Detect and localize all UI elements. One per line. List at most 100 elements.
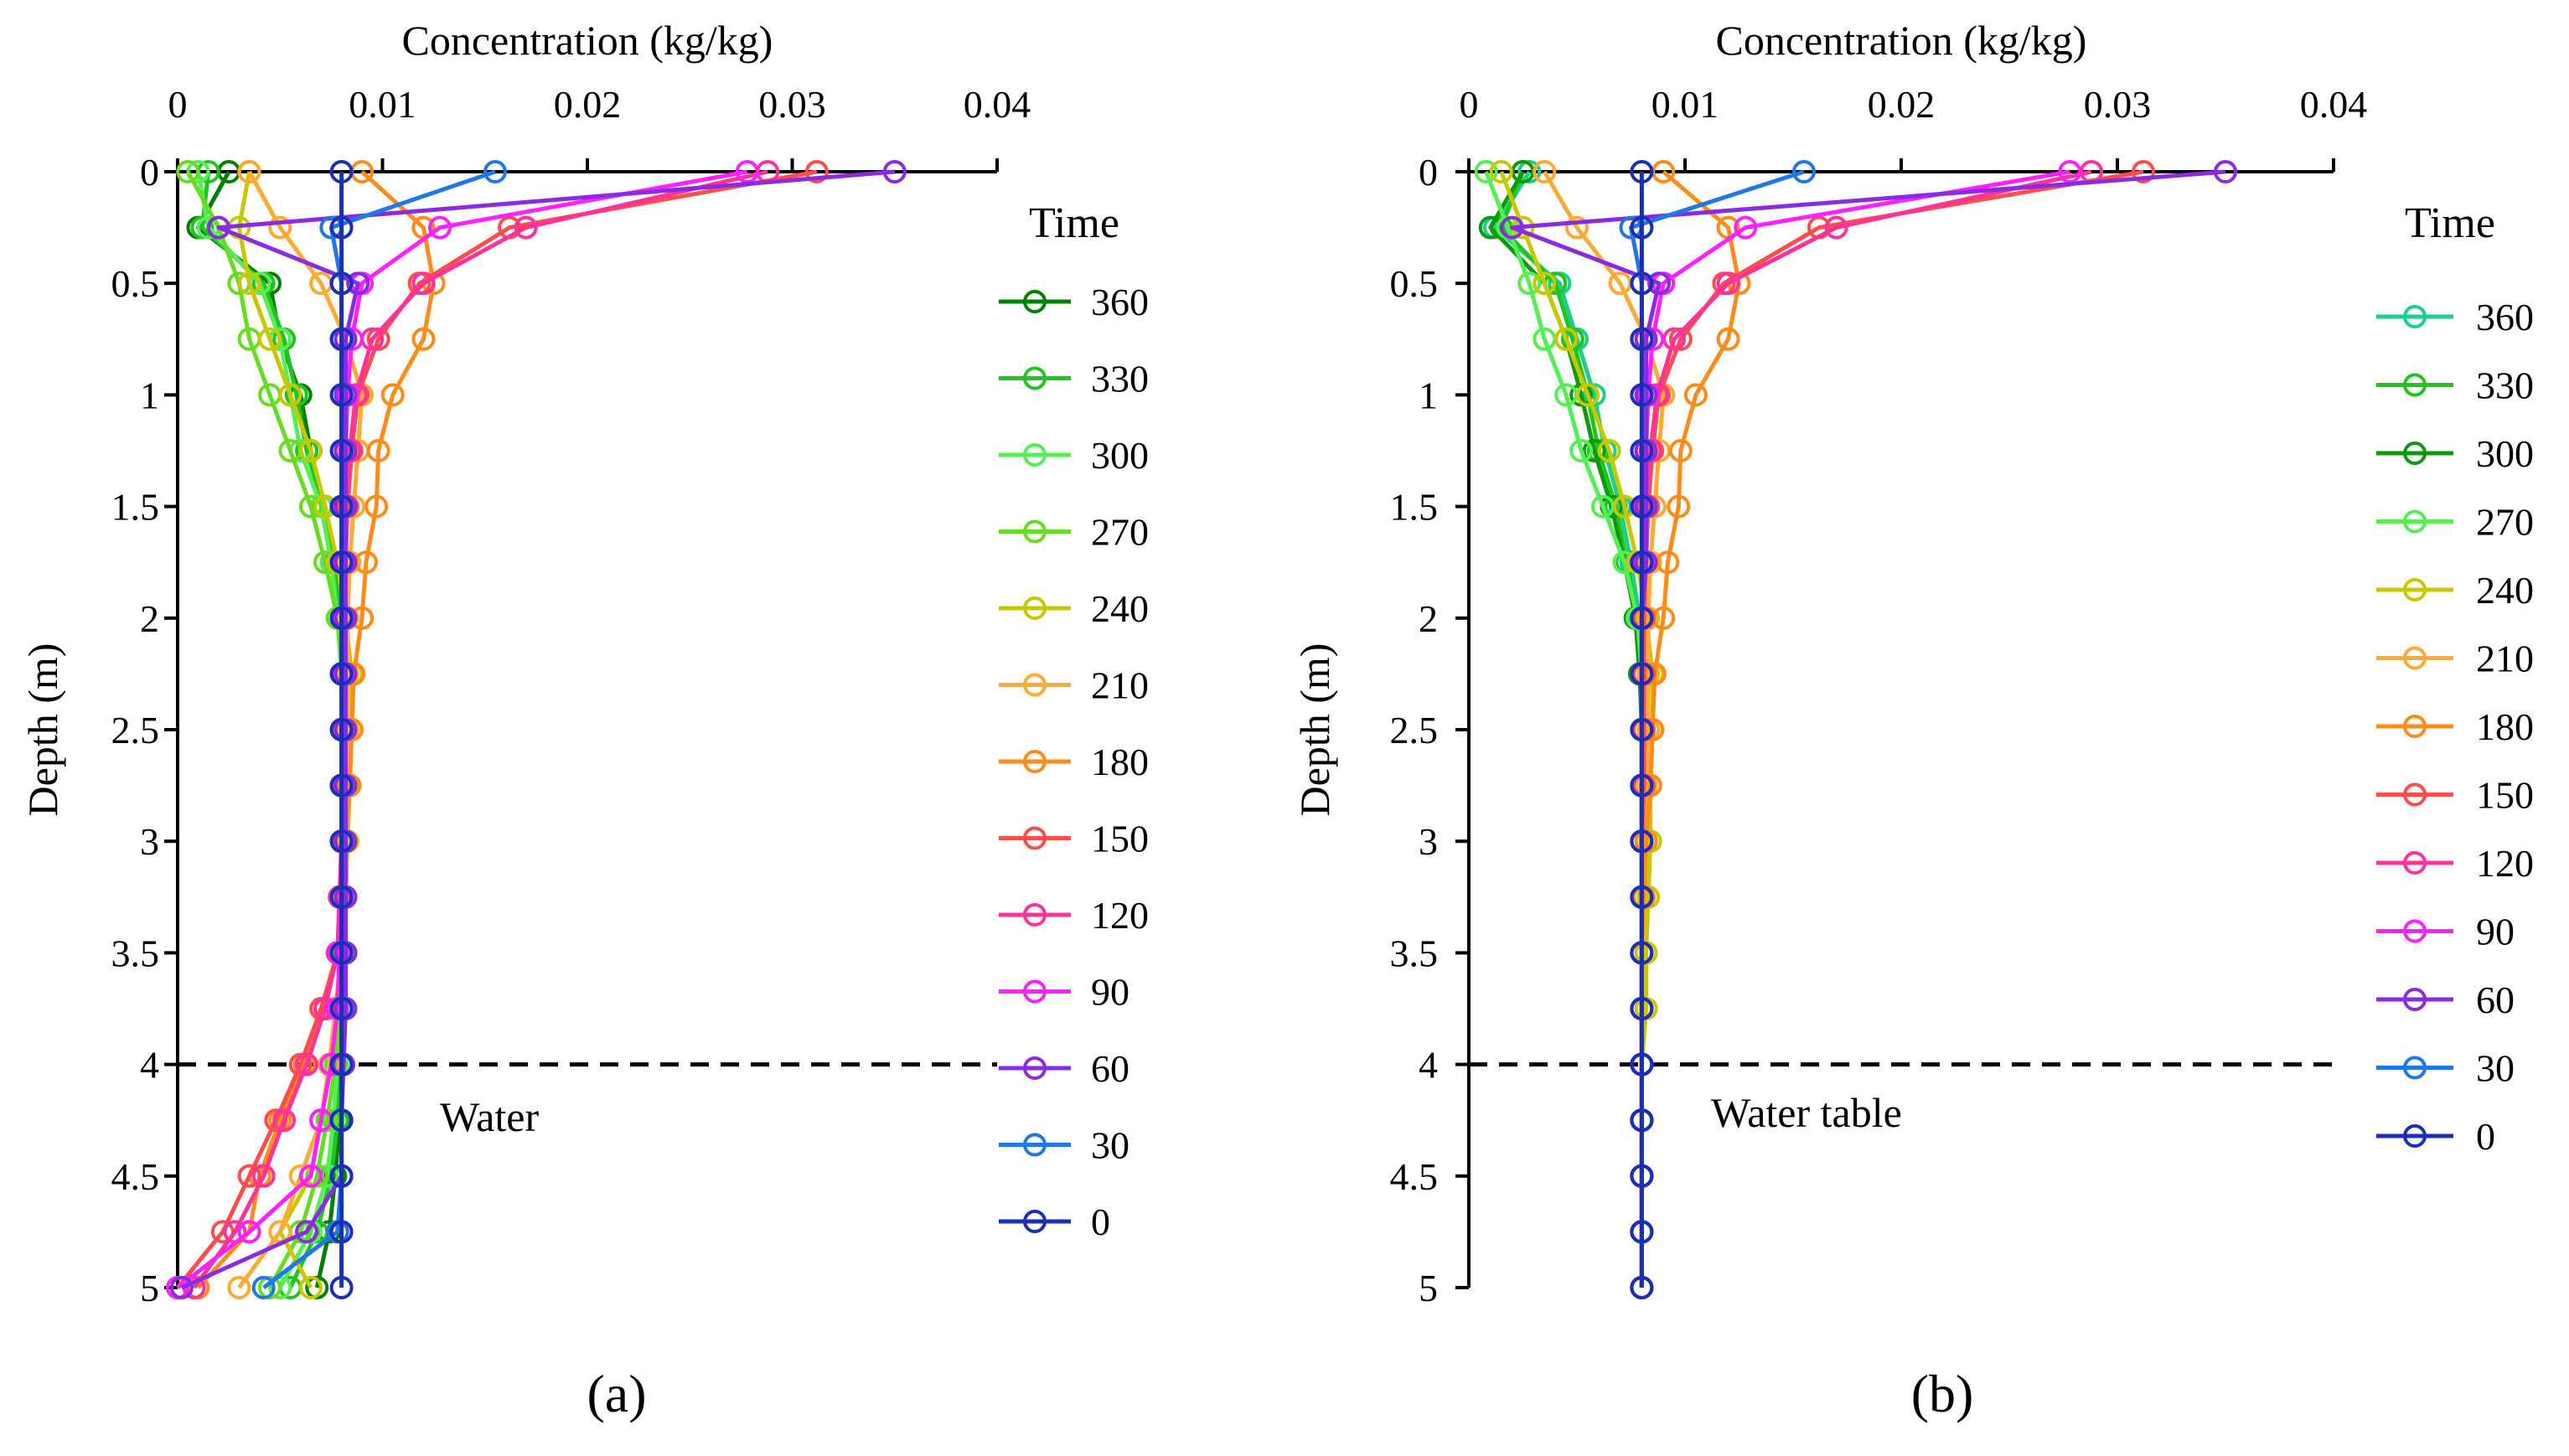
legend-marker-240 bbox=[2403, 578, 2427, 602]
legend-label: 120 bbox=[1091, 894, 1149, 937]
data-point-0 bbox=[329, 1276, 354, 1299]
legend-marker-150 bbox=[1023, 826, 1047, 850]
x-tick-label: 0.03 bbox=[2084, 83, 2152, 126]
legend-label: 180 bbox=[2476, 705, 2534, 748]
data-point-270 bbox=[1517, 271, 1542, 296]
y-tick-label: 3.5 bbox=[1390, 932, 1439, 974]
data-point-0 bbox=[329, 1220, 354, 1244]
y-tick-label: 1.5 bbox=[111, 486, 160, 529]
data-point-90 bbox=[298, 1164, 323, 1188]
data-point-240 bbox=[1533, 271, 1557, 296]
data-point-270 bbox=[176, 160, 200, 183]
data-point-360 bbox=[1582, 383, 1606, 407]
data-point-0 bbox=[1630, 1220, 1654, 1244]
legend-label: 60 bbox=[1091, 1047, 1129, 1090]
data-point-240 bbox=[1575, 383, 1600, 407]
data-point-30 bbox=[483, 160, 507, 183]
legend-label: 330 bbox=[1091, 358, 1149, 400]
data-point-0 bbox=[329, 941, 354, 965]
legend-title: Time bbox=[1029, 199, 1119, 247]
data-point-0 bbox=[1630, 383, 1654, 407]
data-point-210 bbox=[227, 1276, 251, 1299]
data-point-180 bbox=[366, 439, 390, 462]
data-point-0 bbox=[329, 606, 354, 630]
data-point-270 bbox=[258, 1276, 282, 1299]
data-point-60 bbox=[169, 1276, 194, 1299]
legend-marker-270 bbox=[2403, 509, 2427, 534]
data-point-300 bbox=[1582, 439, 1606, 462]
legend-marker-0 bbox=[2403, 1124, 2427, 1148]
data-point-180 bbox=[380, 383, 405, 407]
data-point-0 bbox=[1630, 439, 1654, 462]
x-tick-label: 0.04 bbox=[964, 83, 1031, 126]
x-tick-label: 0.02 bbox=[1868, 83, 1936, 126]
legend-label: 210 bbox=[1091, 664, 1149, 707]
data-point-60 bbox=[295, 1220, 319, 1244]
y-axis-label: Depth (m) bbox=[19, 643, 66, 817]
legend-label: 210 bbox=[2476, 638, 2534, 680]
legend-marker-210 bbox=[2403, 646, 2427, 670]
legend-label: 0 bbox=[2476, 1115, 2495, 1158]
y-tick-label: 2.5 bbox=[111, 709, 160, 751]
data-point-0 bbox=[1630, 1276, 1654, 1299]
data-point-0 bbox=[1630, 215, 1654, 240]
legend-label: 90 bbox=[1091, 971, 1129, 1014]
x-tick-label: 0.03 bbox=[758, 83, 826, 126]
data-point-0 bbox=[1630, 997, 1654, 1020]
data-point-330 bbox=[284, 383, 308, 407]
y-tick-label: 5 bbox=[1419, 1267, 1438, 1309]
water-annotation: Water table bbox=[1711, 1089, 1902, 1136]
y-axis-label: Depth (m) bbox=[1291, 643, 1338, 817]
data-point-270 bbox=[1474, 160, 1498, 183]
data-point-330 bbox=[190, 215, 215, 240]
y-tick-label: 2 bbox=[140, 597, 159, 640]
data-point-0 bbox=[329, 773, 354, 798]
data-point-60 bbox=[346, 271, 370, 296]
legend-marker-180 bbox=[2403, 715, 2427, 738]
legend-marker-330 bbox=[2403, 373, 2427, 397]
data-point-0 bbox=[329, 829, 354, 854]
data-point-0 bbox=[1630, 550, 1654, 575]
legend-label: 180 bbox=[1091, 741, 1149, 783]
data-point-0 bbox=[329, 383, 354, 407]
data-point-120 bbox=[1824, 215, 1848, 240]
data-point-270 bbox=[305, 1164, 329, 1188]
legend-label: 150 bbox=[1091, 818, 1149, 860]
data-point-0 bbox=[329, 1164, 354, 1188]
y-tick-label: 4.5 bbox=[1390, 1155, 1439, 1198]
data-point-60 bbox=[206, 215, 230, 240]
data-point-90 bbox=[1734, 215, 1758, 240]
data-point-270 bbox=[315, 1108, 339, 1133]
data-point-0 bbox=[1630, 1164, 1654, 1188]
legend-title: Time bbox=[2405, 199, 2495, 247]
data-point-240 bbox=[1554, 327, 1579, 351]
data-point-0 bbox=[1630, 1108, 1654, 1133]
legend-marker-30 bbox=[2403, 1056, 2427, 1080]
legend-marker-360 bbox=[2403, 305, 2427, 328]
data-point-150 bbox=[1668, 327, 1693, 351]
data-point-0 bbox=[329, 662, 354, 686]
data-point-0 bbox=[1630, 662, 1654, 686]
data-point-120 bbox=[272, 1108, 297, 1133]
y-tick-label: 4.5 bbox=[111, 1155, 160, 1198]
data-point-0 bbox=[1630, 327, 1654, 351]
legend-marker-210 bbox=[1023, 673, 1047, 697]
data-point-210 bbox=[268, 215, 292, 240]
legend-label: 300 bbox=[1091, 434, 1149, 477]
data-point-0 bbox=[1630, 718, 1654, 741]
legend-marker-60 bbox=[2403, 988, 2427, 1011]
legend-label: 270 bbox=[2476, 501, 2534, 544]
x-tick-label: 0.02 bbox=[554, 83, 622, 126]
data-point-0 bbox=[1630, 941, 1654, 965]
legend-marker-240 bbox=[1023, 596, 1047, 620]
data-point-120 bbox=[514, 215, 538, 240]
legend-label: 270 bbox=[1091, 511, 1149, 554]
data-point-90 bbox=[427, 215, 452, 240]
y-tick-label: 2 bbox=[1419, 597, 1438, 640]
x-axis-label: Concentration (kg/kg) bbox=[402, 17, 773, 64]
data-point-0 bbox=[329, 439, 354, 462]
data-point-60 bbox=[882, 160, 907, 183]
legend-label: 60 bbox=[2476, 978, 2515, 1021]
x-tick-label: 0.01 bbox=[1652, 83, 1719, 126]
y-tick-label: 2.5 bbox=[1390, 709, 1439, 751]
